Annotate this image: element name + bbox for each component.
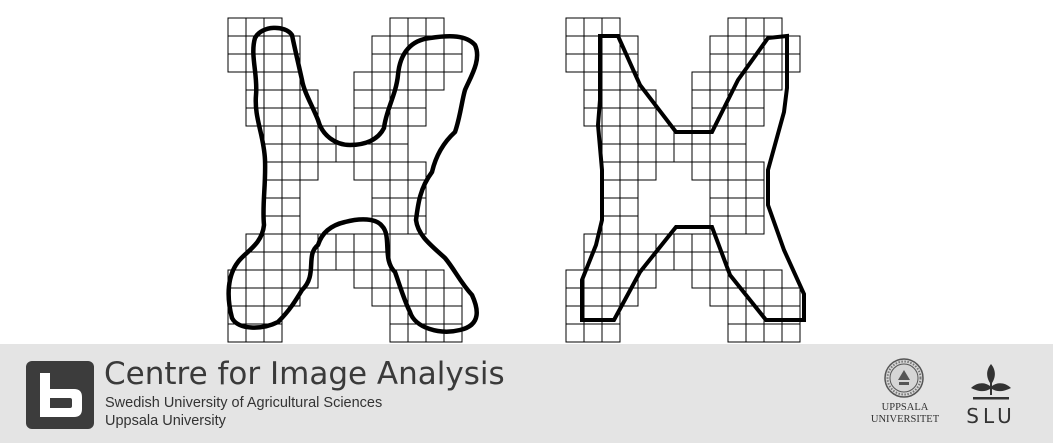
footer-banner: Centre for Image Analysis Swedish Univer… — [0, 344, 1053, 443]
left-smooth-contour — [226, 25, 480, 334]
grid-cell — [781, 53, 801, 73]
slu-wordmark: SLU — [966, 404, 1016, 428]
contour-figure — [226, 17, 806, 343]
grid-cell — [601, 323, 621, 343]
uu-line-1: UPPSALA — [881, 402, 929, 413]
slu-leaf-logo-icon — [971, 364, 1011, 400]
right-polygon-contour — [580, 33, 806, 322]
uu-line-2: UNIVERSITET — [870, 414, 940, 425]
grid-cell — [781, 323, 801, 343]
grid-cell — [619, 287, 639, 307]
grid-cell — [425, 71, 445, 91]
left-pixel-grid — [227, 17, 463, 343]
affiliation-uu: Uppsala University — [105, 413, 226, 429]
grid-cell — [443, 53, 463, 73]
grid-cell — [299, 161, 319, 181]
grid-cell — [407, 107, 427, 127]
uppsala-university-seal-icon — [884, 358, 924, 398]
grid-cell — [763, 71, 783, 91]
b-letter-logo-icon — [26, 361, 94, 429]
grid-cell — [637, 161, 657, 181]
grid-cell — [745, 215, 765, 235]
uu-wordmark: UPPSALA UNIVERSITET — [870, 402, 940, 426]
affiliation-slu: Swedish University of Agricultural Scien… — [105, 395, 383, 411]
grid-cell — [745, 107, 765, 127]
centre-title: Centre for Image Analysis — [104, 356, 505, 392]
